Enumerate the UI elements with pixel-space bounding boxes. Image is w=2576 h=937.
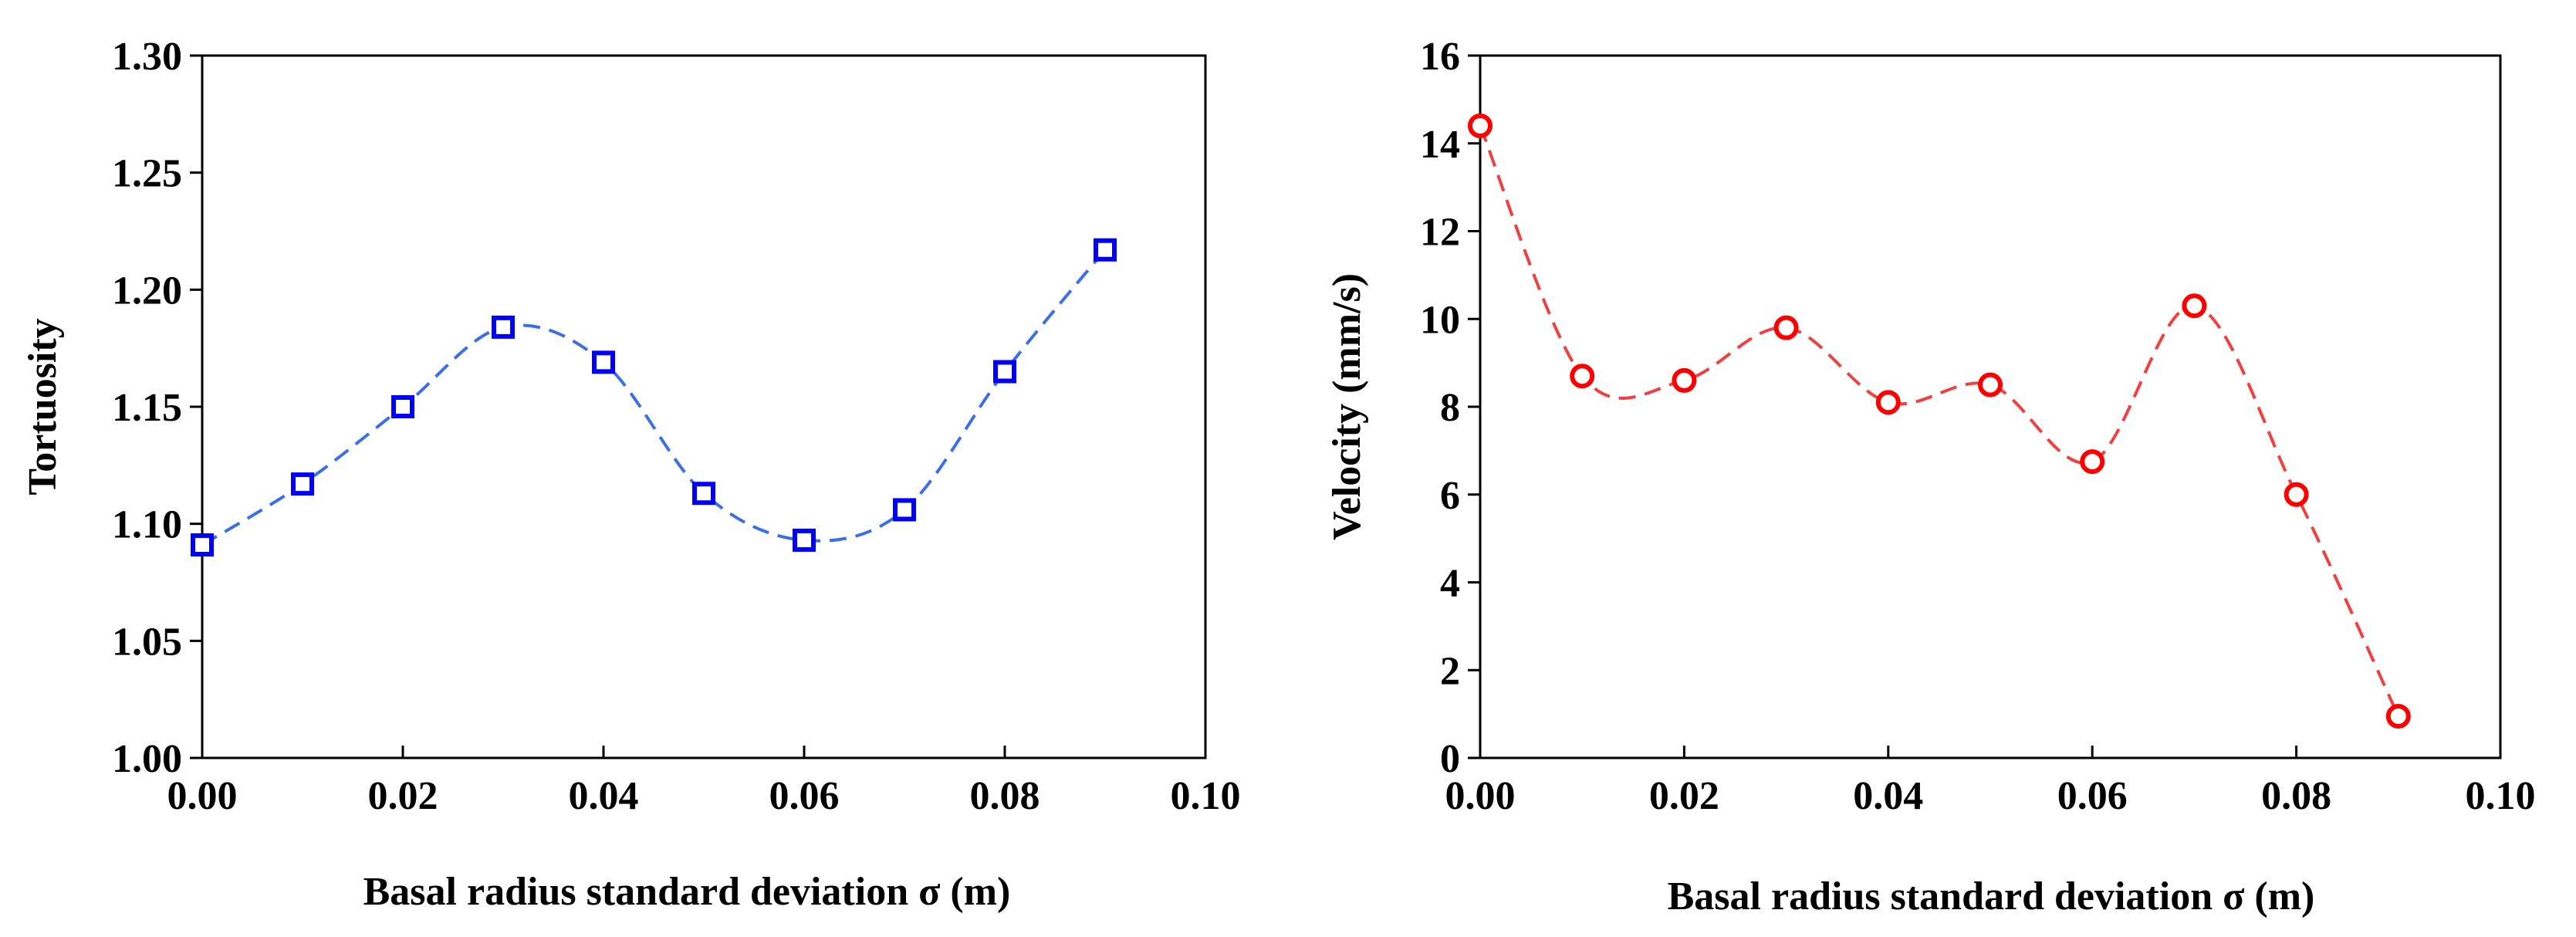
tortuosity-ticks: 0.00 0.02 0.04 0.06 0.08 0.10 1.00 1.05 1.10 1.15… <box>112 35 1241 818</box>
velocity-x-tick-label: 0.02 <box>1649 774 1719 818</box>
velocity-y-axis-title: Velocity (mm/s) <box>1325 273 1369 540</box>
velocity-data-point <box>2284 482 2309 507</box>
velocity-y-tick-label: 0 <box>1440 737 1460 781</box>
tortuosity-data-point <box>492 315 515 339</box>
velocity-chart: 0.00 0.02 0.04 0.06 0.08 0.10 0 2 4 6 8 10 12 14 16 Ba… <box>1325 35 2536 918</box>
velocity-y-tick-label: 14 <box>1420 123 1460 167</box>
tortuosity-y-tick-label: 1.30 <box>112 35 182 79</box>
tortuosity-chart: 0.00 0.02 0.04 0.06 0.08 0.10 1.00 1.05 1.10 1.15… <box>21 35 1241 914</box>
velocity-y-tick-label: 12 <box>1420 211 1460 255</box>
tortuosity-x-tick-label: 0.10 <box>1171 774 1241 818</box>
tortuosity-data-point <box>391 395 414 418</box>
velocity-y-tick-label: 4 <box>1440 562 1460 606</box>
tortuosity-x-axis-title: Basal radius standard deviation σ (m) <box>363 870 1011 914</box>
velocity-data-point <box>1672 367 1697 393</box>
velocity-x-tick-label: 0.00 <box>1445 774 1516 818</box>
velocity-x-tick-label: 0.04 <box>1853 774 1923 818</box>
tortuosity-x-tick-label: 0.06 <box>769 774 840 818</box>
tortuosity-data-points <box>191 238 1117 556</box>
velocity-plot-frame <box>1479 54 2502 759</box>
tortuosity-data-point <box>993 360 1016 384</box>
tortuosity-fit-curve <box>201 249 1107 546</box>
tortuosity-x-tick-label: 0.02 <box>368 774 438 818</box>
tortuosity-x-tick-label: 0.04 <box>569 774 639 818</box>
velocity-y-tick-label: 16 <box>1420 35 1460 79</box>
velocity-y-tick-label: 2 <box>1440 649 1460 693</box>
velocity-data-point <box>1773 315 1799 340</box>
tortuosity-y-tick-label: 1.25 <box>112 152 182 196</box>
velocity-x-tick-label: 0.06 <box>2057 774 2128 818</box>
velocity-data-point <box>2080 449 2105 475</box>
tortuosity-y-tick-label: 1.20 <box>112 269 182 313</box>
tortuosity-data-point <box>592 350 615 374</box>
tortuosity-data-point <box>793 528 816 552</box>
tortuosity-y-tick-label: 1.10 <box>112 503 182 547</box>
tortuosity-data-point <box>692 482 715 506</box>
velocity-ticks: 0.00 0.02 0.04 0.06 0.08 0.10 0 2 4 6 8 10 12 14 16 <box>1420 35 2536 818</box>
velocity-data-point <box>1875 390 1901 415</box>
tortuosity-data-point <box>1094 238 1117 262</box>
velocity-y-tick-label: 8 <box>1440 386 1460 430</box>
velocity-fit-curve <box>1479 125 2400 717</box>
tortuosity-y-tick-label: 1.05 <box>112 620 182 664</box>
tortuosity-y-axis-title: Tortuosity <box>21 318 65 495</box>
tortuosity-x-tick-label: 0.00 <box>167 774 238 818</box>
tortuosity-x-tick-label: 0.08 <box>970 774 1040 818</box>
velocity-data-point <box>1468 113 1493 138</box>
tortuosity-y-tick-label: 1.00 <box>112 737 182 781</box>
velocity-y-tick-label: 10 <box>1420 298 1460 342</box>
velocity-x-tick-label: 0.08 <box>2261 774 2331 818</box>
velocity-y-tick-label: 6 <box>1440 474 1460 518</box>
tortuosity-data-point <box>191 533 214 556</box>
tortuosity-data-point <box>893 498 916 522</box>
tortuosity-plot-frame <box>201 54 1207 759</box>
velocity-data-point <box>1570 364 1595 389</box>
tortuosity-y-tick-label: 1.15 <box>112 386 182 430</box>
velocity-data-point <box>1978 372 2003 397</box>
velocity-data-point <box>2385 703 2411 729</box>
velocity-x-tick-label: 0.10 <box>2466 774 2536 818</box>
velocity-data-point <box>2182 293 2207 319</box>
tortuosity-data-point <box>291 472 314 496</box>
velocity-data-points <box>1468 113 2411 729</box>
velocity-x-axis-title: Basal radius standard deviation σ (m) <box>1668 874 2315 918</box>
